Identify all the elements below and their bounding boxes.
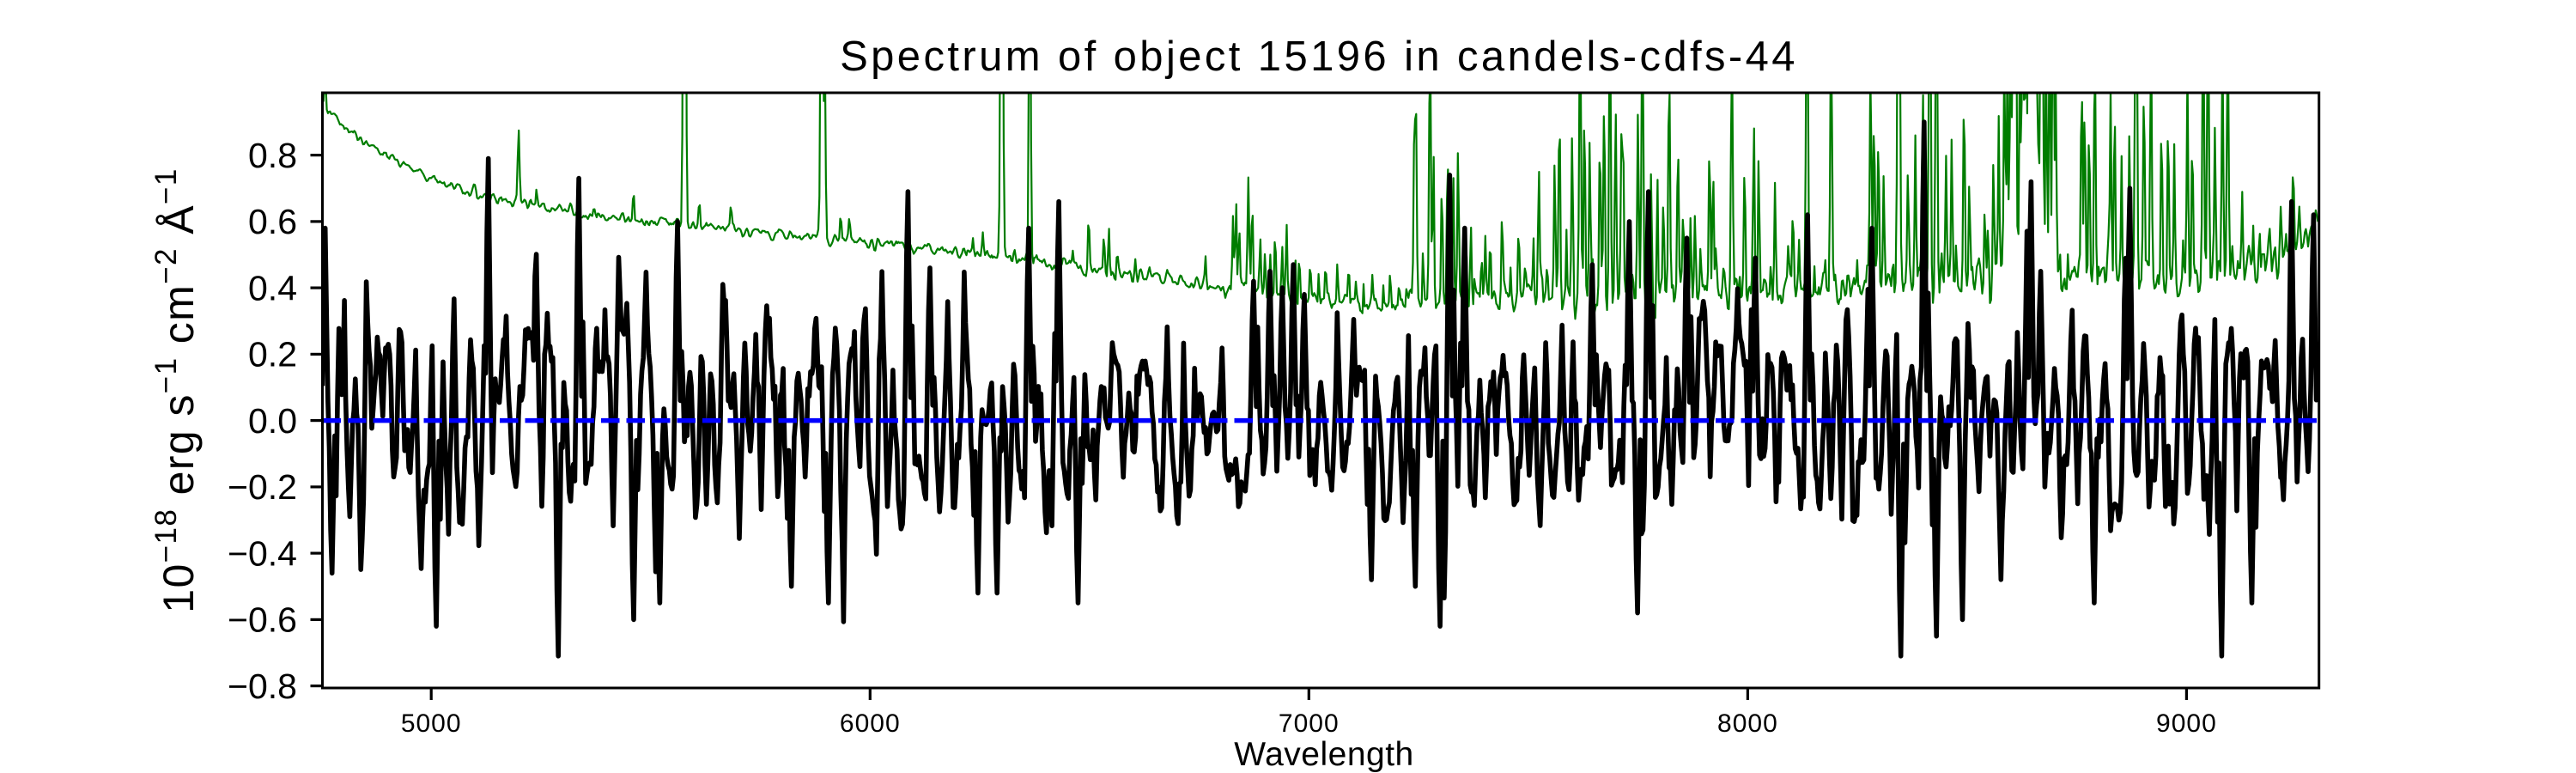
svg-text:8000: 8000 (1717, 709, 1778, 738)
svg-text:Wavelength: Wavelength (1234, 736, 1414, 773)
svg-text:−0.4: −0.4 (228, 533, 297, 573)
svg-text:10−18 erg s−1 cm−2 Å−1: 10−18 erg s−1 cm−2 Å−1 (149, 167, 203, 612)
svg-text:0.6: 0.6 (248, 202, 297, 241)
svg-text:−0.8: −0.8 (228, 666, 297, 706)
svg-text:9000: 9000 (2156, 709, 2217, 738)
svg-text:0.2: 0.2 (248, 335, 297, 374)
svg-text:0.0: 0.0 (248, 401, 297, 441)
svg-text:5000: 5000 (401, 709, 462, 738)
svg-text:−0.2: −0.2 (228, 467, 297, 507)
svg-text:Spectrum of object 15196 in ca: Spectrum of object 15196 in candels-cdfs… (840, 33, 1798, 80)
svg-text:−0.6: −0.6 (228, 600, 297, 640)
svg-text:7000: 7000 (1279, 709, 1340, 738)
svg-text:0.4: 0.4 (248, 268, 297, 307)
svg-text:0.8: 0.8 (248, 136, 297, 175)
svg-text:6000: 6000 (840, 709, 901, 738)
